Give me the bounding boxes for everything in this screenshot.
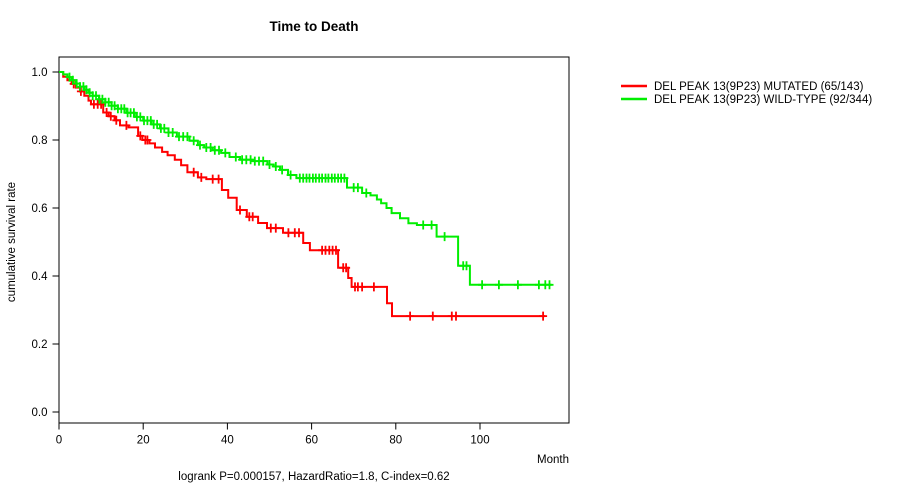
y-tick-label: 1.0 bbox=[32, 67, 48, 79]
y-tick-label: 0.2 bbox=[32, 339, 48, 351]
x-tick-label: 80 bbox=[389, 435, 402, 447]
y-tick-label: 0.8 bbox=[32, 135, 48, 147]
x-tick-label: 60 bbox=[305, 435, 318, 447]
legend-label-mutated: DEL PEAK 13(9P23) MUTATED (65/143) bbox=[654, 81, 864, 93]
y-axis: 0.0 0.2 0.4 0.6 0.8 1.0 bbox=[32, 67, 59, 419]
x-tick-label: 40 bbox=[221, 435, 234, 447]
x-tick-label: 20 bbox=[137, 435, 150, 447]
legend: DEL PEAK 13(9P23) MUTATED (65/143) DEL P… bbox=[621, 81, 872, 106]
legend-label-wildtype: DEL PEAK 13(9P23) WILD-TYPE (92/344) bbox=[654, 94, 872, 106]
y-tick-label: 0.6 bbox=[32, 203, 48, 215]
survival-curve-0 bbox=[59, 71, 546, 318]
survival-curves bbox=[59, 71, 554, 321]
y-tick-label: 0.4 bbox=[32, 271, 49, 283]
censor-marks-1 bbox=[65, 72, 554, 290]
x-tick-label: 100 bbox=[470, 435, 489, 447]
x-tick-label: 0 bbox=[56, 435, 62, 447]
chart-title: Time to Death bbox=[269, 19, 358, 34]
y-tick-label: 0.0 bbox=[32, 407, 48, 419]
x-axis: 0 20 40 60 80 100 bbox=[56, 423, 490, 447]
stats-annotation: logrank P=0.000157, HazardRatio=1.8, C-i… bbox=[178, 471, 449, 483]
plot-border bbox=[58, 56, 570, 424]
x-axis-label: Month bbox=[537, 454, 569, 466]
y-axis-label: cumulative survival rate bbox=[6, 182, 18, 302]
